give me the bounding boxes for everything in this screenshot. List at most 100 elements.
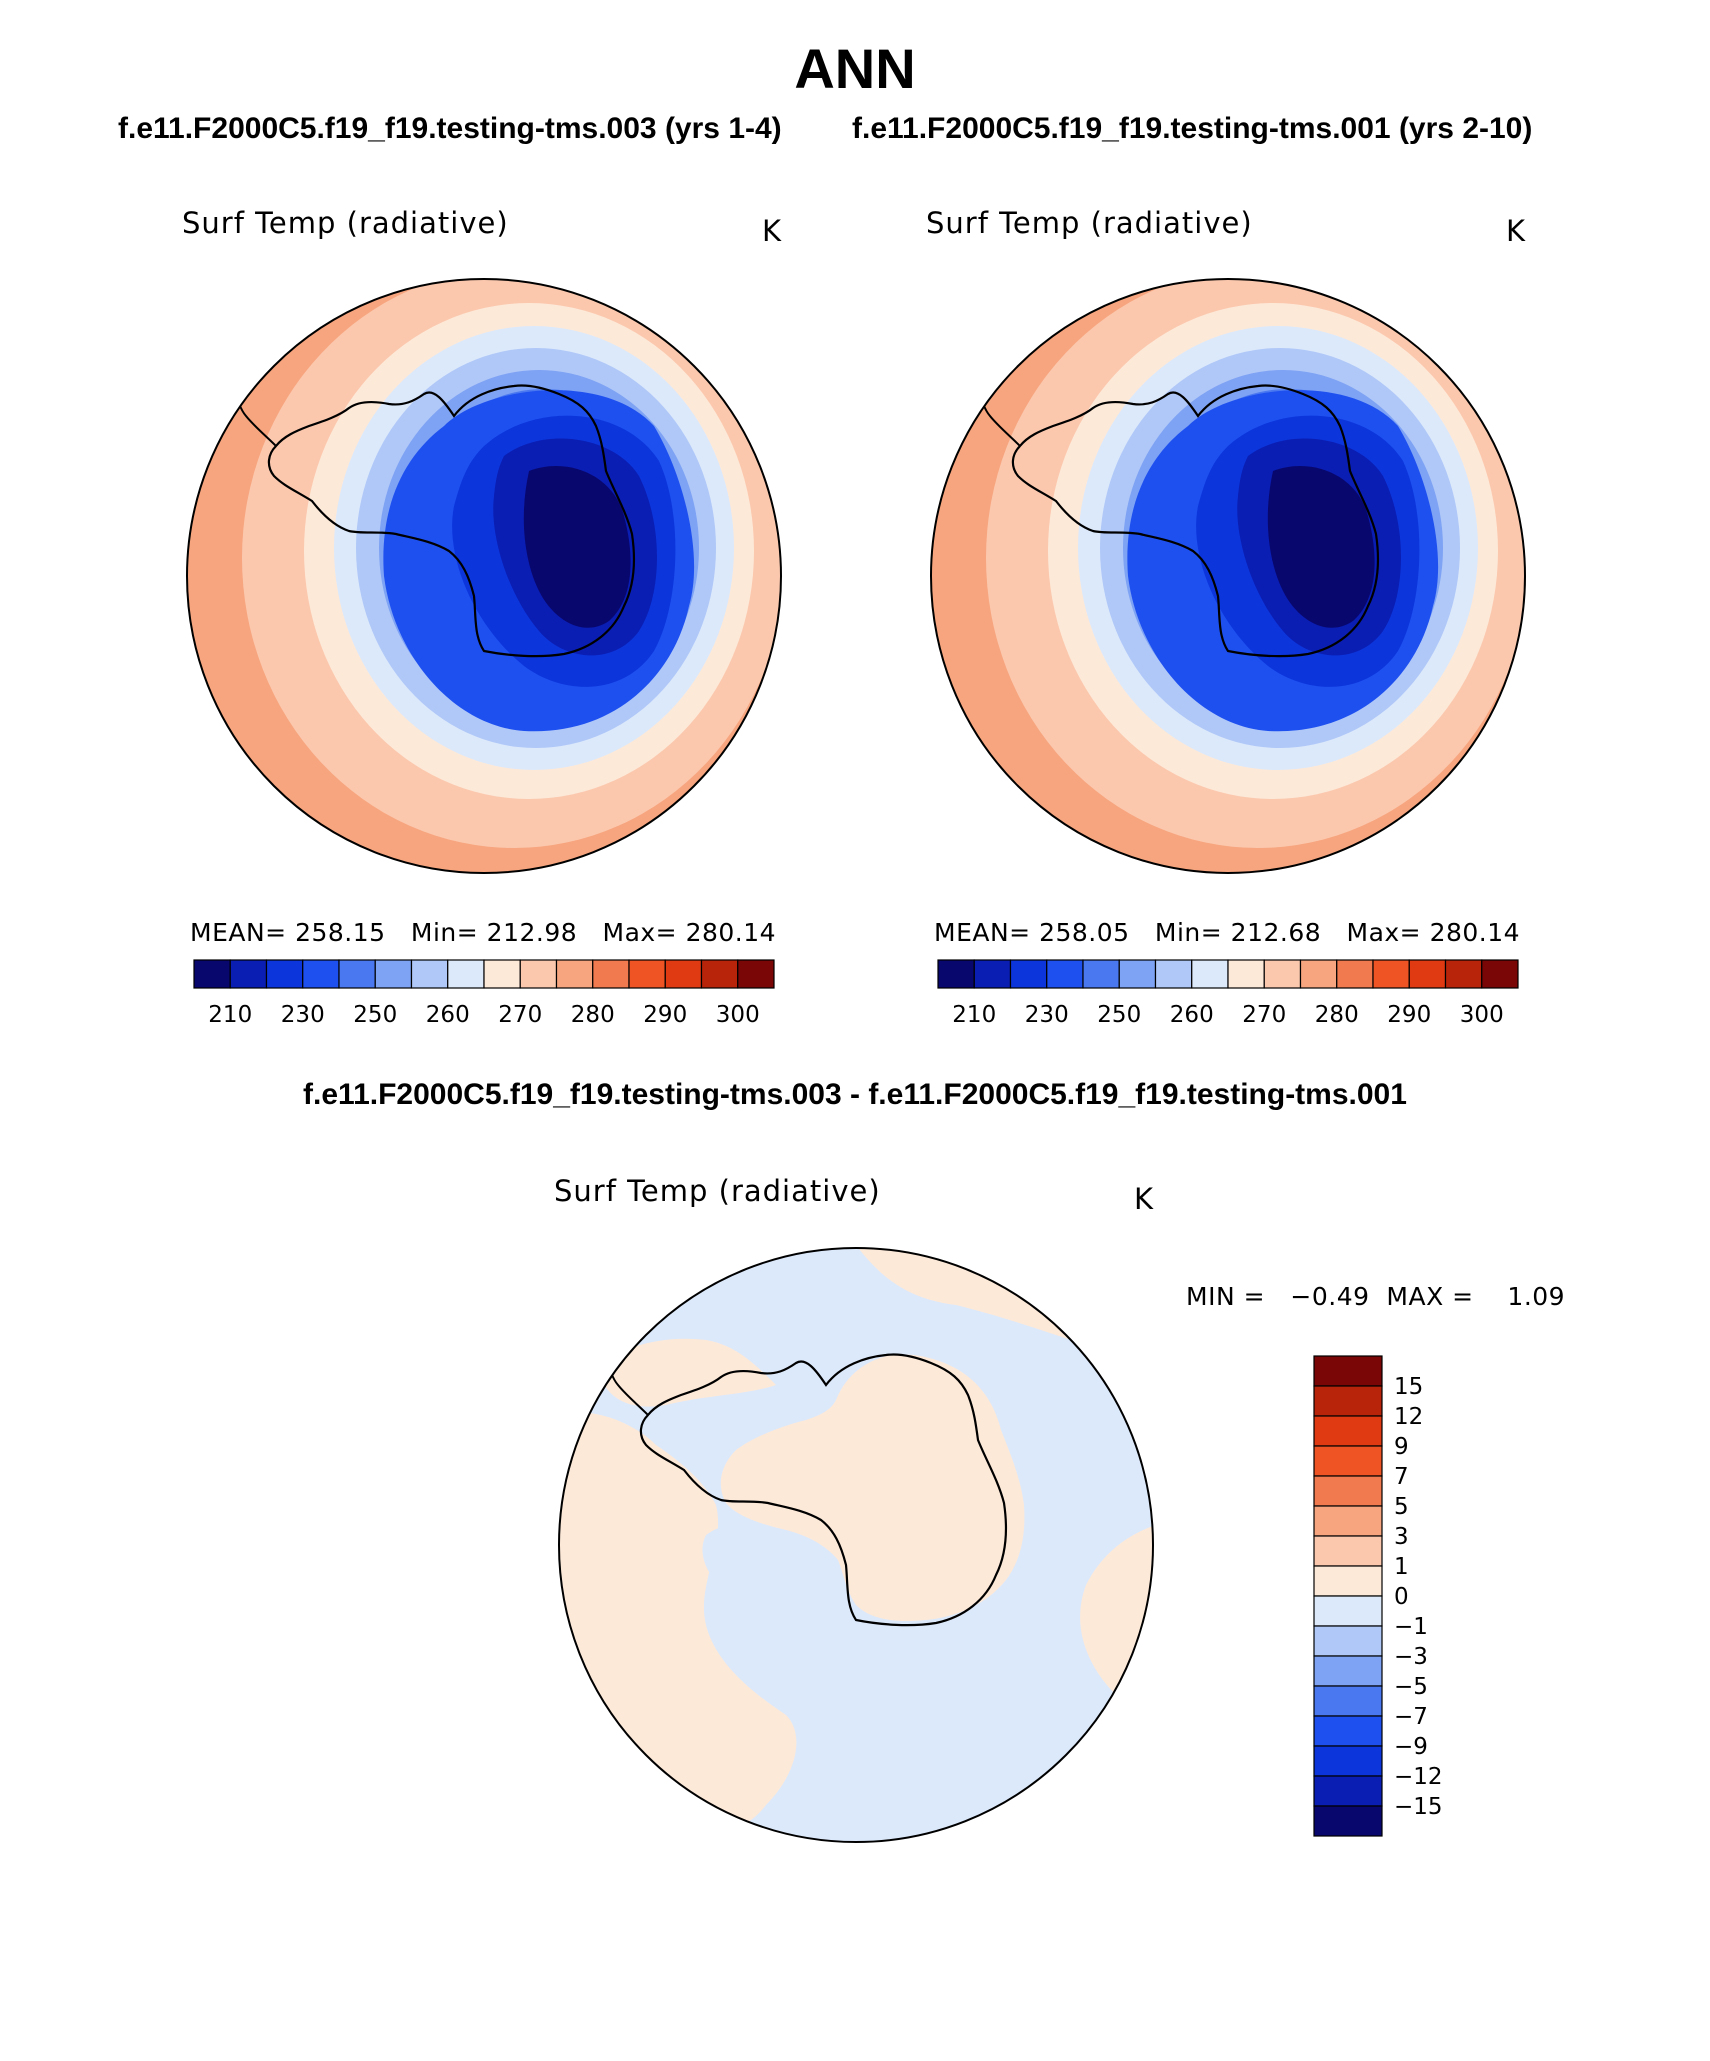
colorbar-tick-label: 290 xyxy=(1387,1002,1431,1028)
colorbar-tick-label: 280 xyxy=(571,1002,615,1028)
case2-subtitle: f.e11.F2000C5.f19_f19.testing-tms.001 (y… xyxy=(852,112,1533,145)
panel2-min-value: 212.68 xyxy=(1230,918,1322,947)
colorbar-tick-label: 260 xyxy=(426,1002,470,1028)
positive-region-northwest xyxy=(596,1338,776,1407)
colorbar-tick-label: 270 xyxy=(498,1002,542,1028)
colorbar-swatch xyxy=(1191,959,1229,989)
colorbar-tick-label: −9 xyxy=(1394,1734,1428,1760)
map-border xyxy=(186,278,782,874)
colorbar-swatch xyxy=(737,959,775,989)
colorbar-swatch xyxy=(1313,1775,1383,1807)
colorbar-swatch xyxy=(1154,959,1193,989)
colorbar-tick-label: 260 xyxy=(1170,1002,1214,1028)
colorbar-tick-label: 1 xyxy=(1394,1554,1409,1580)
case1-subtitle: f.e11.F2000C5.f19_f19.testing-tms.003 (y… xyxy=(118,112,782,145)
colorbar-tick-label: 7 xyxy=(1394,1464,1409,1490)
colorbar-tick-label: 5 xyxy=(1394,1494,1409,1520)
colorbar-tick-label: 230 xyxy=(1025,1002,1069,1028)
colorbar-tick-label: −5 xyxy=(1394,1674,1428,1700)
panel1-variable-title: Surf Temp (radiative) xyxy=(182,206,509,240)
colorbar-swatch xyxy=(1046,959,1084,989)
colorbar-swatch xyxy=(1313,1385,1383,1417)
diff-max-label: MAX = xyxy=(1386,1282,1474,1311)
panel2-colorbar: 210 230 250 260 270 280 290 300 xyxy=(937,959,1519,1028)
colorbar-swatch xyxy=(1227,959,1265,989)
colorbar-swatch xyxy=(1313,1505,1383,1537)
colorbar-swatch xyxy=(937,959,975,989)
colorbar-swatch xyxy=(447,959,485,989)
map-border xyxy=(558,1247,1154,1843)
diff-units: K xyxy=(1134,1182,1154,1216)
difference-colorbar: 15 12 9 7 5 3 1 0 −1 −3 −5 −7 −9 −12 −15 xyxy=(1313,1355,1443,1837)
diff-min-label: MIN = xyxy=(1186,1282,1266,1311)
page-title: ANN xyxy=(794,37,916,100)
colorbar-swatch xyxy=(1082,959,1120,989)
colorbar-swatch xyxy=(374,959,413,989)
colorbar-tick-label: 290 xyxy=(643,1002,687,1028)
panel2-mean-value: 258.05 xyxy=(1039,918,1130,947)
colorbar-swatch xyxy=(1313,1415,1383,1447)
colorbar-swatch xyxy=(973,959,1012,989)
colorbar-swatch xyxy=(1313,1535,1383,1567)
colorbar-tick-label: 250 xyxy=(1097,1002,1141,1028)
colorbar-swatch xyxy=(1336,959,1374,989)
colorbar-swatch xyxy=(1313,1685,1383,1717)
diff-minmax: MIN = −0.49 MAX = 1.09 xyxy=(1186,1282,1565,1311)
difference-subtitle: f.e11.F2000C5.f19_f19.testing-tms.003 - … xyxy=(303,1078,1407,1111)
colorbar-swatch xyxy=(1313,1445,1383,1477)
colorbar-swatch xyxy=(1299,959,1338,989)
colorbar-swatch xyxy=(193,959,231,989)
colorbar-swatch xyxy=(1313,1355,1383,1387)
antarctica-coastline xyxy=(639,1353,1008,1627)
colorbar-swatch xyxy=(410,959,449,989)
colorbar-swatch xyxy=(1313,1595,1383,1627)
colorbar-swatch xyxy=(700,959,739,989)
colorbar-swatch xyxy=(555,959,594,989)
colorbar-tick-label: 300 xyxy=(1460,1002,1504,1028)
colorbar-swatch xyxy=(519,959,558,989)
colorbar-swatch xyxy=(628,959,666,989)
colorbar-swatch xyxy=(1313,1625,1383,1657)
panel2-max-value: 280.14 xyxy=(1429,918,1521,947)
colorbar-tick-label: 210 xyxy=(208,1002,252,1028)
sea-negative-patch xyxy=(702,1525,762,1589)
colorbar-tick-label: 270 xyxy=(1242,1002,1286,1028)
colorbar-tick-label: 12 xyxy=(1394,1404,1423,1430)
colorbar-swatch xyxy=(229,959,268,989)
panel2-mean-label: MEAN= xyxy=(934,918,1031,947)
colorbar-swatch xyxy=(1313,1805,1383,1837)
colorbar-tick-label: 230 xyxy=(281,1002,325,1028)
diff-max-value: 1.09 xyxy=(1507,1282,1566,1311)
antarctica-coastline xyxy=(267,384,636,658)
panel2-max-label: Max= xyxy=(1346,918,1422,947)
colorbar-swatch xyxy=(1313,1715,1383,1747)
panel1-mean-label: MEAN= xyxy=(190,918,287,947)
colorbar-tick-label: −7 xyxy=(1394,1704,1428,1730)
panel1-min-value: 212.98 xyxy=(486,918,578,947)
colorbar-tick-label: 300 xyxy=(716,1002,760,1028)
colorbar-swatch xyxy=(1263,959,1302,989)
colorbar-tick-label: 280 xyxy=(1315,1002,1359,1028)
diff-variable-title: Surf Temp (radiative) xyxy=(554,1174,881,1208)
colorbar-swatch xyxy=(664,959,703,989)
panel1-max-label: Max= xyxy=(602,918,678,947)
colorbar-swatch xyxy=(1372,959,1410,989)
diff-min-value: −0.49 xyxy=(1290,1282,1370,1311)
panel2-stats: MEAN= 258.05 Min= 212.68 Max= 280.14 xyxy=(934,918,1520,947)
colorbar-tick-label: 210 xyxy=(952,1002,996,1028)
panel1-min-label: Min= xyxy=(410,918,479,947)
colorbar-swatch xyxy=(302,959,340,989)
panel1-colorbar: 210 230 250 260 270 280 290 300 xyxy=(193,959,775,1028)
map-border xyxy=(930,278,1526,874)
band-min xyxy=(523,466,631,628)
colorbar-tick-label: 3 xyxy=(1394,1524,1409,1550)
panel1-units: K xyxy=(762,214,782,248)
colorbar-swatch xyxy=(338,959,376,989)
panel2-polar-map xyxy=(930,278,1526,874)
colorbar-swatch xyxy=(1313,1475,1383,1507)
colorbar-swatch xyxy=(483,959,521,989)
panel1-mean-value: 258.15 xyxy=(295,918,386,947)
colorbar-swatch xyxy=(1481,959,1519,989)
panel2-min-label: Min= xyxy=(1154,918,1223,947)
colorbar-tick-label: −15 xyxy=(1394,1794,1443,1820)
